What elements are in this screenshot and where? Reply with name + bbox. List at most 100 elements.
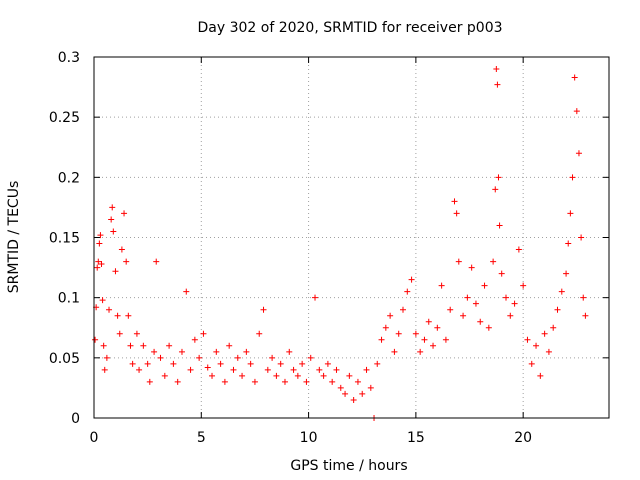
data-point xyxy=(580,294,587,301)
data-point xyxy=(569,174,576,181)
data-point xyxy=(434,324,441,331)
data-point xyxy=(481,282,488,289)
data-point xyxy=(477,318,484,325)
data-point xyxy=(116,330,123,337)
data-point xyxy=(174,378,181,385)
data-point xyxy=(567,210,574,217)
data-point xyxy=(472,300,479,307)
data-point xyxy=(290,366,297,373)
data-point xyxy=(425,318,432,325)
data-point xyxy=(209,372,216,379)
data-point xyxy=(503,294,509,301)
data-point xyxy=(578,234,585,241)
data-point xyxy=(430,342,437,349)
data-point xyxy=(112,268,119,275)
data-point xyxy=(515,246,522,253)
data-point xyxy=(140,342,147,349)
y-tick-label: 0.25 xyxy=(49,110,80,126)
data-point xyxy=(563,270,570,277)
data-point xyxy=(260,306,267,313)
data-point xyxy=(99,297,106,304)
y-axis-label: SRMTID / TECUs xyxy=(6,181,22,294)
x-tick-label: 0 xyxy=(90,430,99,446)
data-point xyxy=(507,312,514,319)
data-point xyxy=(468,264,475,271)
data-point xyxy=(221,378,228,385)
data-point xyxy=(96,240,103,247)
data-point xyxy=(528,360,535,367)
data-point xyxy=(537,372,544,379)
data-point xyxy=(307,354,314,361)
data-point xyxy=(106,306,113,313)
y-tick-label: 0 xyxy=(71,411,80,427)
x-tick-labels: 0 5 10 15 20 xyxy=(90,430,533,446)
data-point xyxy=(153,258,160,265)
data-point xyxy=(146,378,153,385)
data-point xyxy=(273,372,280,379)
data-point xyxy=(533,342,540,349)
data-point xyxy=(217,360,224,367)
data-point xyxy=(404,288,411,295)
data-point xyxy=(354,378,361,385)
data-point xyxy=(447,306,454,313)
data-point xyxy=(485,324,492,331)
y-tick-label: 0.2 xyxy=(58,170,80,186)
data-point xyxy=(492,186,499,193)
data-point xyxy=(573,108,580,115)
data-point xyxy=(495,174,502,181)
data-point xyxy=(565,240,572,247)
data-point xyxy=(395,330,402,337)
data-point xyxy=(460,312,467,319)
data-point xyxy=(498,270,505,277)
data-point xyxy=(94,264,101,271)
data-point xyxy=(299,360,306,367)
data-point xyxy=(324,360,331,367)
data-point xyxy=(123,258,130,265)
data-point xyxy=(363,366,370,373)
x-tick-label: 15 xyxy=(407,430,425,446)
data-point xyxy=(558,288,565,295)
data-point xyxy=(256,330,263,337)
data-point xyxy=(110,228,117,235)
y-tick-labels: 0 0.05 0.1 0.15 0.2 0.25 0.3 xyxy=(49,50,80,427)
data-point xyxy=(277,360,284,367)
y-tick-label: 0.3 xyxy=(58,50,80,66)
data-point xyxy=(109,204,116,211)
data-point xyxy=(342,390,349,397)
data-point xyxy=(438,282,445,289)
y-tick-label: 0.1 xyxy=(58,291,80,307)
data-point xyxy=(136,366,143,373)
data-point xyxy=(170,360,177,367)
data-point xyxy=(337,384,344,391)
data-point xyxy=(118,246,125,253)
data-point xyxy=(108,216,115,223)
y-tick-label: 0.15 xyxy=(49,231,80,247)
data-point xyxy=(183,288,190,295)
data-point xyxy=(127,342,134,349)
data-point xyxy=(408,276,415,283)
data-point xyxy=(166,342,173,349)
data-point xyxy=(575,150,582,157)
data-point xyxy=(101,366,108,373)
data-point xyxy=(571,74,578,81)
data-point xyxy=(550,324,557,331)
data-point xyxy=(157,354,164,361)
x-tick-label: 20 xyxy=(514,430,532,446)
y-tick-label: 0.05 xyxy=(49,351,80,367)
plot-frame xyxy=(93,56,610,419)
data-point xyxy=(312,294,319,301)
data-point xyxy=(493,66,500,73)
data-point xyxy=(161,372,168,379)
data-point xyxy=(114,312,121,319)
data-point xyxy=(442,336,449,343)
data-point xyxy=(213,348,220,355)
data-point xyxy=(121,210,128,217)
data-point xyxy=(455,258,462,265)
data-point xyxy=(524,336,531,343)
data-point xyxy=(316,366,323,373)
data-point xyxy=(400,306,406,313)
chart-title: Day 302 of 2020, SRMTID for receiver p00… xyxy=(197,20,502,36)
data-point xyxy=(144,360,151,367)
data-point xyxy=(125,312,132,319)
